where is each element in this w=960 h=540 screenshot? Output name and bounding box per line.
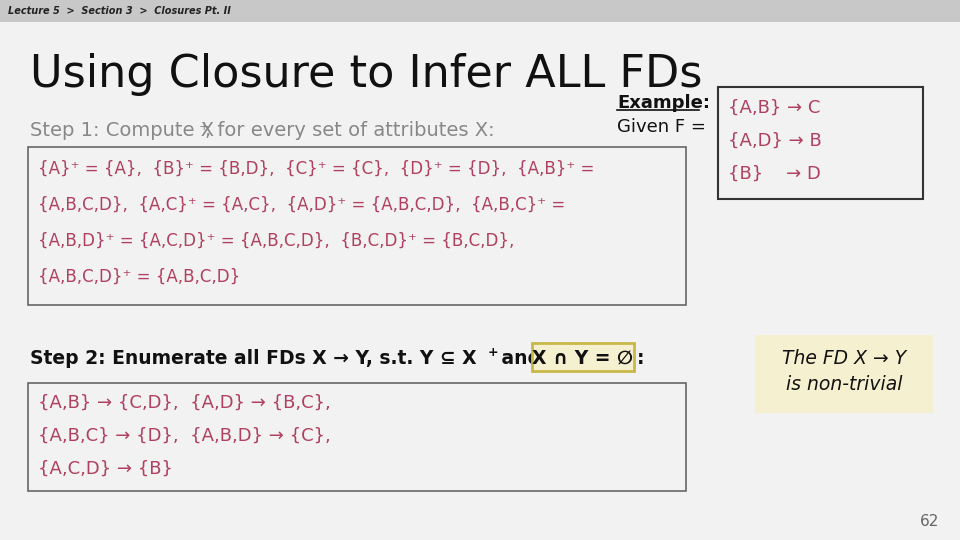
- Text: {A,B,C} → {D},  {A,B,D} → {C},: {A,B,C} → {D}, {A,B,D} → {C},: [38, 427, 331, 445]
- Text: +: +: [488, 347, 498, 360]
- FancyBboxPatch shape: [0, 22, 960, 540]
- Text: {A,B} → C: {A,B} → C: [728, 99, 821, 117]
- Text: {A,B} → {C,D},  {A,D} → {B,C},: {A,B} → {C,D}, {A,D} → {B,C},: [38, 394, 331, 412]
- Text: +: +: [199, 119, 209, 132]
- Text: is non-trivial: is non-trivial: [785, 375, 902, 395]
- Text: Lecture 5  >  Section 3  >  Closures Pt. II: Lecture 5 > Section 3 > Closures Pt. II: [8, 6, 230, 16]
- Text: {B}    → D: {B} → D: [728, 165, 821, 183]
- FancyBboxPatch shape: [28, 147, 686, 305]
- Text: {A,D} → B: {A,D} → B: [728, 132, 822, 150]
- FancyBboxPatch shape: [0, 0, 960, 22]
- FancyBboxPatch shape: [718, 87, 923, 199]
- Text: :: :: [637, 348, 644, 368]
- Text: Step 1: Compute X: Step 1: Compute X: [30, 120, 214, 139]
- FancyBboxPatch shape: [28, 383, 686, 491]
- Text: Example:: Example:: [617, 94, 710, 112]
- Text: Given F =: Given F =: [617, 118, 706, 136]
- Text: {A,B,C,D},  {A,C}⁺ = {A,C},  {A,D}⁺ = {A,B,C,D},  {A,B,C}⁺ =: {A,B,C,D}, {A,C}⁺ = {A,C}, {A,D}⁺ = {A,B…: [38, 196, 565, 214]
- Text: , for every set of attributes X:: , for every set of attributes X:: [205, 120, 494, 139]
- Text: Using Closure to Infer ALL FDs: Using Closure to Infer ALL FDs: [30, 53, 703, 97]
- Text: and: and: [495, 348, 547, 368]
- Text: {A,C,D} → {B}: {A,C,D} → {B}: [38, 460, 173, 478]
- Text: {A,B,D}⁺ = {A,C,D}⁺ = {A,B,C,D},  {B,C,D}⁺ = {B,C,D},: {A,B,D}⁺ = {A,C,D}⁺ = {A,B,C,D}, {B,C,D}…: [38, 232, 515, 250]
- FancyBboxPatch shape: [532, 343, 634, 371]
- Text: Step 2: Enumerate all FDs X → Y, s.t. Y ⊆ X: Step 2: Enumerate all FDs X → Y, s.t. Y …: [30, 348, 476, 368]
- FancyBboxPatch shape: [755, 335, 933, 413]
- Text: {A,B,C,D}⁺ = {A,B,C,D}: {A,B,C,D}⁺ = {A,B,C,D}: [38, 268, 240, 286]
- Text: 62: 62: [921, 515, 940, 530]
- Text: {A}⁺ = {A},  {B}⁺ = {B,D},  {C}⁺ = {C},  {D}⁺ = {D},  {A,B}⁺ =: {A}⁺ = {A}, {B}⁺ = {B,D}, {C}⁺ = {C}, {D…: [38, 160, 594, 178]
- Text: X ∩ Y = ∅: X ∩ Y = ∅: [533, 348, 634, 368]
- Text: The FD X → Y: The FD X → Y: [781, 348, 906, 368]
